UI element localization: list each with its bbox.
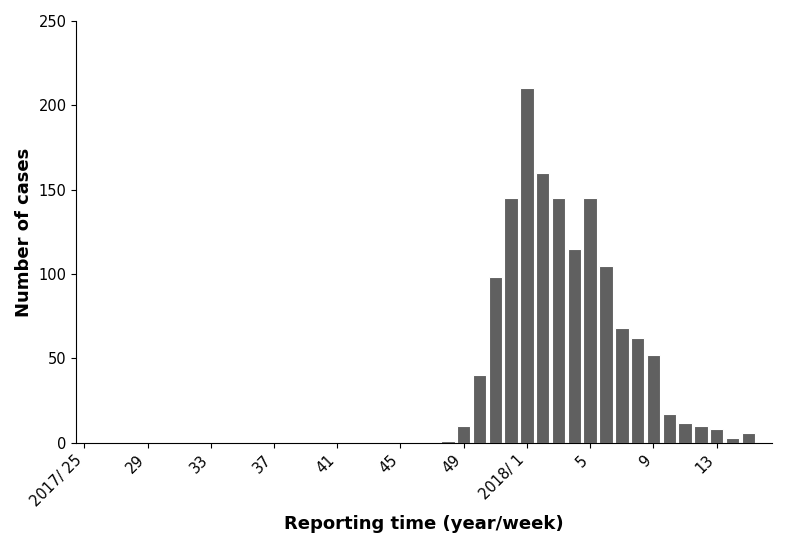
Bar (457, 426, 471, 443)
Bar (631, 338, 645, 443)
Bar (599, 266, 613, 443)
Bar (694, 426, 708, 443)
Bar (583, 198, 597, 443)
Bar (473, 375, 486, 443)
Bar (647, 355, 660, 443)
Bar (663, 414, 676, 443)
Y-axis label: Number of cases: Number of cases (15, 147, 33, 317)
Bar (504, 198, 518, 443)
Bar (536, 173, 549, 443)
Bar (520, 88, 534, 443)
Bar (741, 433, 755, 443)
Bar (726, 438, 739, 443)
Bar (678, 423, 692, 443)
Bar (567, 249, 581, 443)
Bar (552, 198, 565, 443)
Bar (615, 328, 629, 443)
X-axis label: Reporting time (year/week): Reporting time (year/week) (284, 515, 564, 533)
Bar (442, 441, 455, 443)
Bar (489, 277, 502, 443)
Bar (710, 429, 723, 443)
